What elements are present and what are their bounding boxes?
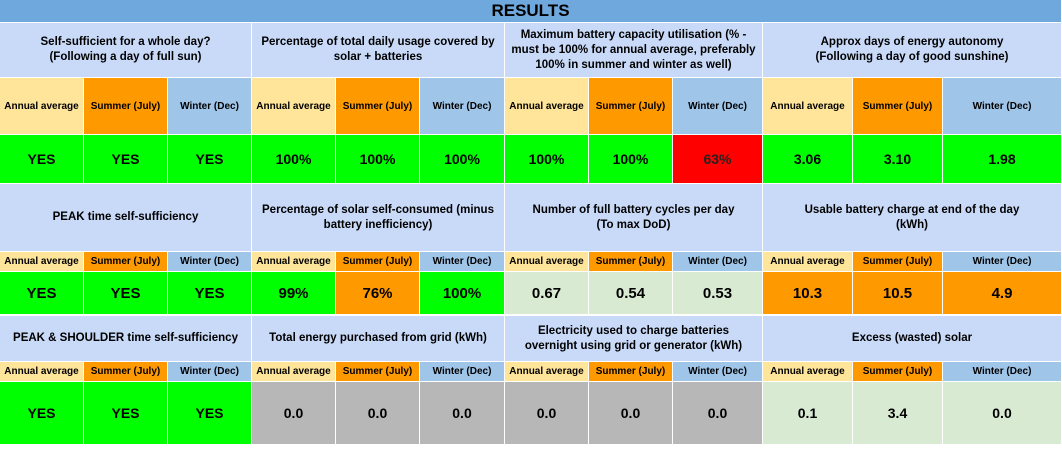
value-excess-wasted-solar-winter: 0.0: [943, 382, 1062, 445]
header-excess-wasted-solar: Excess (wasted) solar: [763, 316, 1062, 362]
value-number-of-full-battery-cycles-per-day-annual: 0.67: [505, 272, 589, 315]
period-label-summer: Summer (July): [84, 252, 168, 272]
value-electricity-used-to-charge-batteries-ove-winter: 0.0: [673, 382, 763, 445]
period-label-annual: Annual average: [252, 78, 336, 135]
period-label-summer: Summer (July): [84, 78, 168, 135]
results-title: RESULTS: [0, 0, 1062, 23]
period-label-winter: Winter (Dec): [168, 78, 252, 135]
period-label-summer: Summer (July): [853, 362, 943, 382]
header-electricity-used-to-charge-batteries-ove: Electricity used to charge batteries ove…: [505, 316, 763, 362]
value-self-sufficient-for-a-whole-day-annual: YES: [0, 135, 84, 184]
value-excess-wasted-solar-annual: 0.1: [763, 382, 853, 445]
period-label-summer: Summer (July): [336, 78, 420, 135]
header-total-energy-purchased-from-grid-kwh: Total energy purchased from grid (kWh): [252, 316, 505, 362]
period-label-winter: Winter (Dec): [168, 362, 252, 382]
header-percentage-of-total-daily-usage-covered-: Percentage of total daily usage covered …: [252, 23, 505, 78]
value-peak-shoulder-time-self-sufficiency-winter: YES: [168, 382, 252, 445]
period-label-winter: Winter (Dec): [673, 252, 763, 272]
period-label-winter: Winter (Dec): [943, 252, 1062, 272]
value-peak-time-self-sufficiency-annual: YES: [0, 272, 84, 315]
period-label-summer: Summer (July): [589, 78, 673, 135]
period-label-annual: Annual average: [505, 252, 589, 272]
period-label-winter: Winter (Dec): [420, 252, 505, 272]
header-self-sufficient-for-a-whole-day: Self-sufficient for a whole day? (Followi…: [0, 23, 252, 78]
period-label-annual: Annual average: [763, 362, 853, 382]
value-peak-time-self-sufficiency-winter: YES: [168, 272, 252, 315]
period-label-annual: Annual average: [0, 252, 84, 272]
value-self-sufficient-for-a-whole-day-summer: YES: [84, 135, 168, 184]
period-label-summer: Summer (July): [84, 362, 168, 382]
header-number-of-full-battery-cycles-per-day: Number of full battery cycles per day (To…: [505, 184, 763, 252]
value-total-energy-purchased-from-grid-kwh-winter: 0.0: [420, 382, 505, 445]
value-number-of-full-battery-cycles-per-day-winter: 0.53: [673, 272, 763, 315]
period-label-summer: Summer (July): [853, 252, 943, 272]
period-label-winter: Winter (Dec): [420, 78, 505, 135]
value-peak-time-self-sufficiency-summer: YES: [84, 272, 168, 315]
value-percentage-of-total-daily-usage-covered--annual: 100%: [252, 135, 336, 184]
header-percentage-of-solar-self-consumed-minus-: Percentage of solar self-consumed (minus…: [252, 184, 505, 252]
period-label-annual: Annual average: [505, 362, 589, 382]
header-maximum-battery-capacity-utilisation-mus: Maximum battery capacity utilisation (% …: [505, 23, 763, 78]
value-percentage-of-solar-self-consumed-minus--annual: 99%: [252, 272, 336, 315]
value-usable-battery-charge-at-end-of-the-day-summer: 10.5: [853, 272, 943, 315]
value-excess-wasted-solar-summer: 3.4: [853, 382, 943, 445]
value-electricity-used-to-charge-batteries-ove-annual: 0.0: [505, 382, 589, 445]
period-label-annual: Annual average: [505, 78, 589, 135]
period-label-winter: Winter (Dec): [420, 362, 505, 382]
value-electricity-used-to-charge-batteries-ove-summer: 0.0: [589, 382, 673, 445]
period-label-annual: Annual average: [763, 252, 853, 272]
value-peak-shoulder-time-self-sufficiency-summer: YES: [84, 382, 168, 445]
header-peak-shoulder-time-self-sufficiency: PEAK & SHOULDER time self-sufficiency: [0, 316, 252, 362]
period-label-annual: Annual average: [252, 252, 336, 272]
value-maximum-battery-capacity-utilisation-mus-winter: 63%: [673, 135, 763, 184]
period-label-winter: Winter (Dec): [943, 362, 1062, 382]
value-total-energy-purchased-from-grid-kwh-summer: 0.0: [336, 382, 420, 445]
value-usable-battery-charge-at-end-of-the-day-annual: 10.3: [763, 272, 853, 315]
header-usable-battery-charge-at-end-of-the-day: Usable battery charge at end of the day(…: [763, 184, 1062, 252]
period-label-annual: Annual average: [252, 362, 336, 382]
value-percentage-of-solar-self-consumed-minus--winter: 100%: [420, 272, 505, 315]
value-percentage-of-solar-self-consumed-minus--summer: 76%: [336, 272, 420, 315]
header-peak-time-self-sufficiency: PEAK time self-sufficiency: [0, 184, 252, 252]
period-label-annual: Annual average: [0, 78, 84, 135]
period-label-winter: Winter (Dec): [673, 362, 763, 382]
period-label-winter: Winter (Dec): [168, 252, 252, 272]
value-approx-days-of-energy-autonomy-annual: 3.06: [763, 135, 853, 184]
period-label-summer: Summer (July): [336, 252, 420, 272]
value-approx-days-of-energy-autonomy-summer: 3.10: [853, 135, 943, 184]
value-usable-battery-charge-at-end-of-the-day-winter: 4.9: [943, 272, 1062, 315]
period-label-winter: Winter (Dec): [943, 78, 1062, 135]
value-maximum-battery-capacity-utilisation-mus-annual: 100%: [505, 135, 589, 184]
header-approx-days-of-energy-autonomy: Approx days of energy autonomy (Following…: [763, 23, 1062, 78]
value-self-sufficient-for-a-whole-day-winter: YES: [168, 135, 252, 184]
period-label-annual: Annual average: [0, 362, 84, 382]
value-maximum-battery-capacity-utilisation-mus-summer: 100%: [589, 135, 673, 184]
value-percentage-of-total-daily-usage-covered--winter: 100%: [420, 135, 505, 184]
value-total-energy-purchased-from-grid-kwh-annual: 0.0: [252, 382, 336, 445]
period-label-summer: Summer (July): [589, 362, 673, 382]
period-label-summer: Summer (July): [589, 252, 673, 272]
period-label-summer: Summer (July): [336, 362, 420, 382]
period-label-winter: Winter (Dec): [673, 78, 763, 135]
value-peak-shoulder-time-self-sufficiency-annual: YES: [0, 382, 84, 445]
value-number-of-full-battery-cycles-per-day-summer: 0.54: [589, 272, 673, 315]
value-approx-days-of-energy-autonomy-winter: 1.98: [943, 135, 1062, 184]
period-label-annual: Annual average: [763, 78, 853, 135]
period-label-summer: Summer (July): [853, 78, 943, 135]
value-percentage-of-total-daily-usage-covered--summer: 100%: [336, 135, 420, 184]
